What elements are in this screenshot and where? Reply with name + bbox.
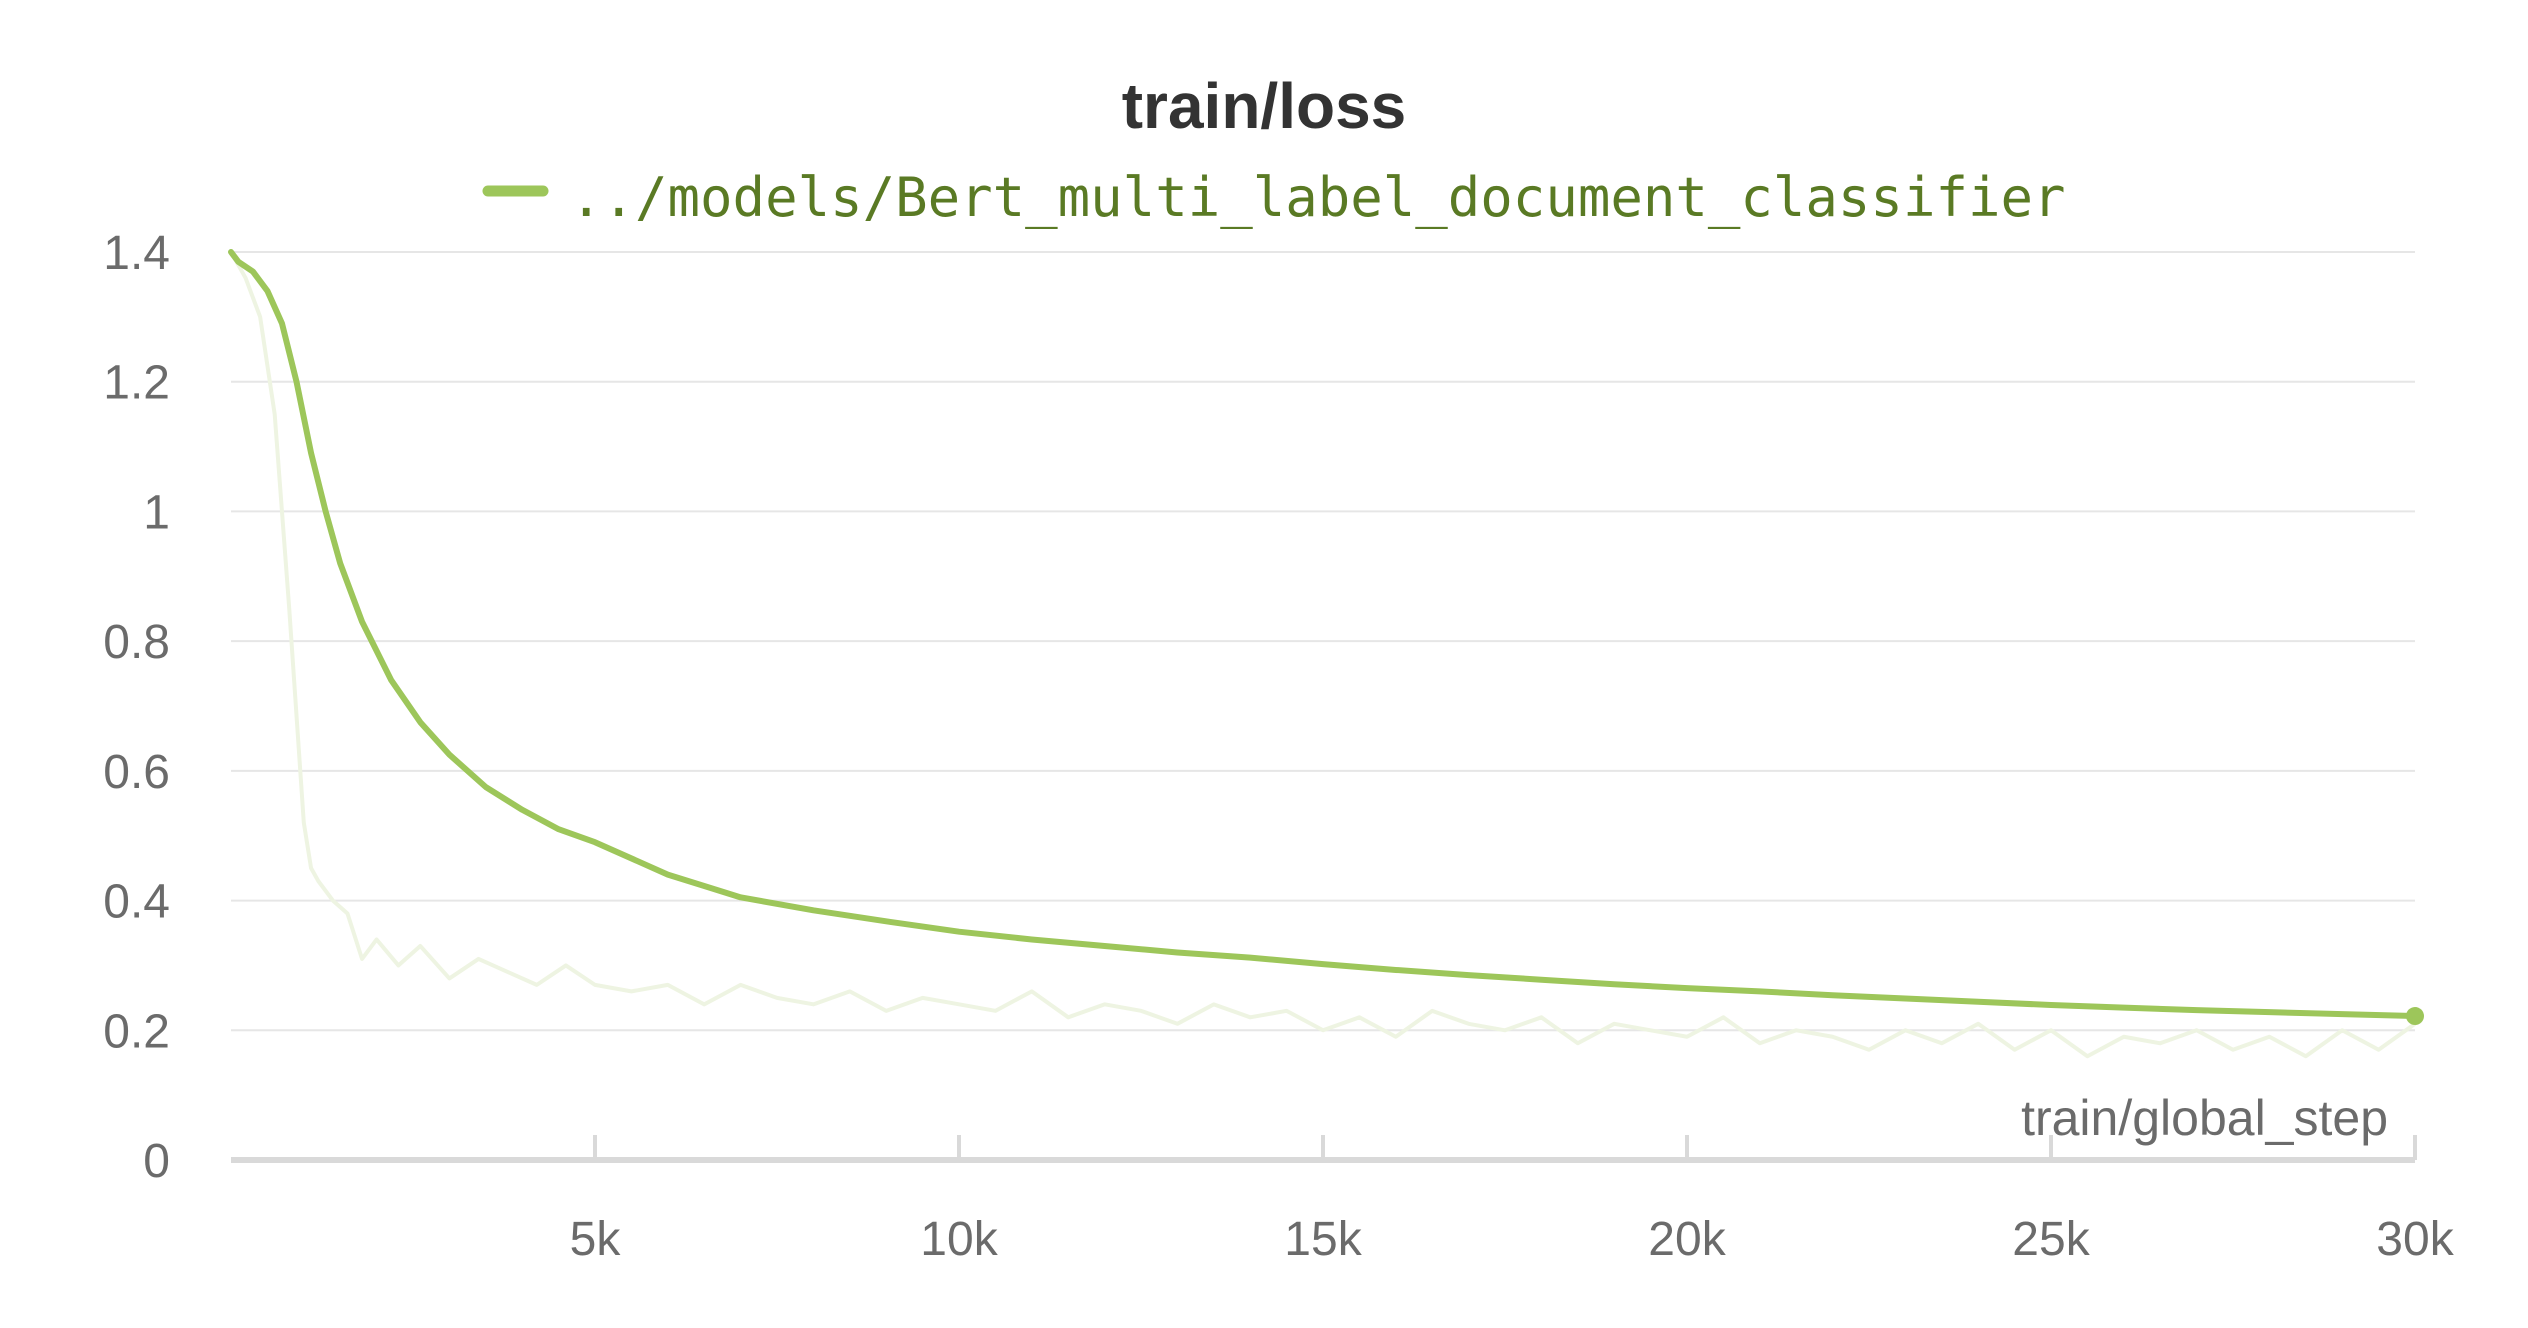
x-tick-label: 10k	[920, 1213, 998, 1266]
raw-series	[229, 251, 2417, 1059]
chart-title: train/loss	[1122, 70, 1407, 142]
y-tick-label: 0.6	[103, 746, 170, 799]
raw-series-line	[229, 251, 2417, 1059]
legend[interactable]: ../models/Bert_multi_label_document_clas…	[482, 166, 2066, 229]
x-axis-ticks: 5k 10k 15k 20k 25k 30k	[231, 1135, 2455, 1266]
y-tick-label: 0.8	[103, 616, 170, 669]
y-tick-label: 0.2	[103, 1005, 170, 1058]
legend-label: ../models/Bert_multi_label_document_clas…	[570, 166, 2066, 229]
x-tick-label: 25k	[2012, 1213, 2090, 1266]
y-tick-label: 0	[143, 1135, 170, 1188]
y-tick-label: 1.2	[103, 357, 170, 410]
smoothed-series	[228, 249, 2424, 1026]
y-axis-ticks: 0 0.2 0.4 0.6 0.8 1 1.2 1.4	[103, 227, 170, 1188]
x-tick-label: 30k	[2376, 1213, 2454, 1266]
grid	[231, 251, 2415, 1032]
x-tick-label: 20k	[1648, 1213, 1726, 1266]
x-tick-label: 15k	[1284, 1213, 1362, 1266]
smoothed-series-line[interactable]	[228, 249, 2418, 1020]
y-tick-label: 1	[143, 486, 170, 539]
y-tick-label: 1.4	[103, 227, 170, 280]
series-endpoint[interactable]	[2406, 1007, 2424, 1026]
x-tick-label: 5k	[570, 1213, 622, 1266]
x-axis-label: train/global_step	[2021, 1090, 2388, 1146]
y-tick-label: 0.4	[103, 876, 170, 929]
